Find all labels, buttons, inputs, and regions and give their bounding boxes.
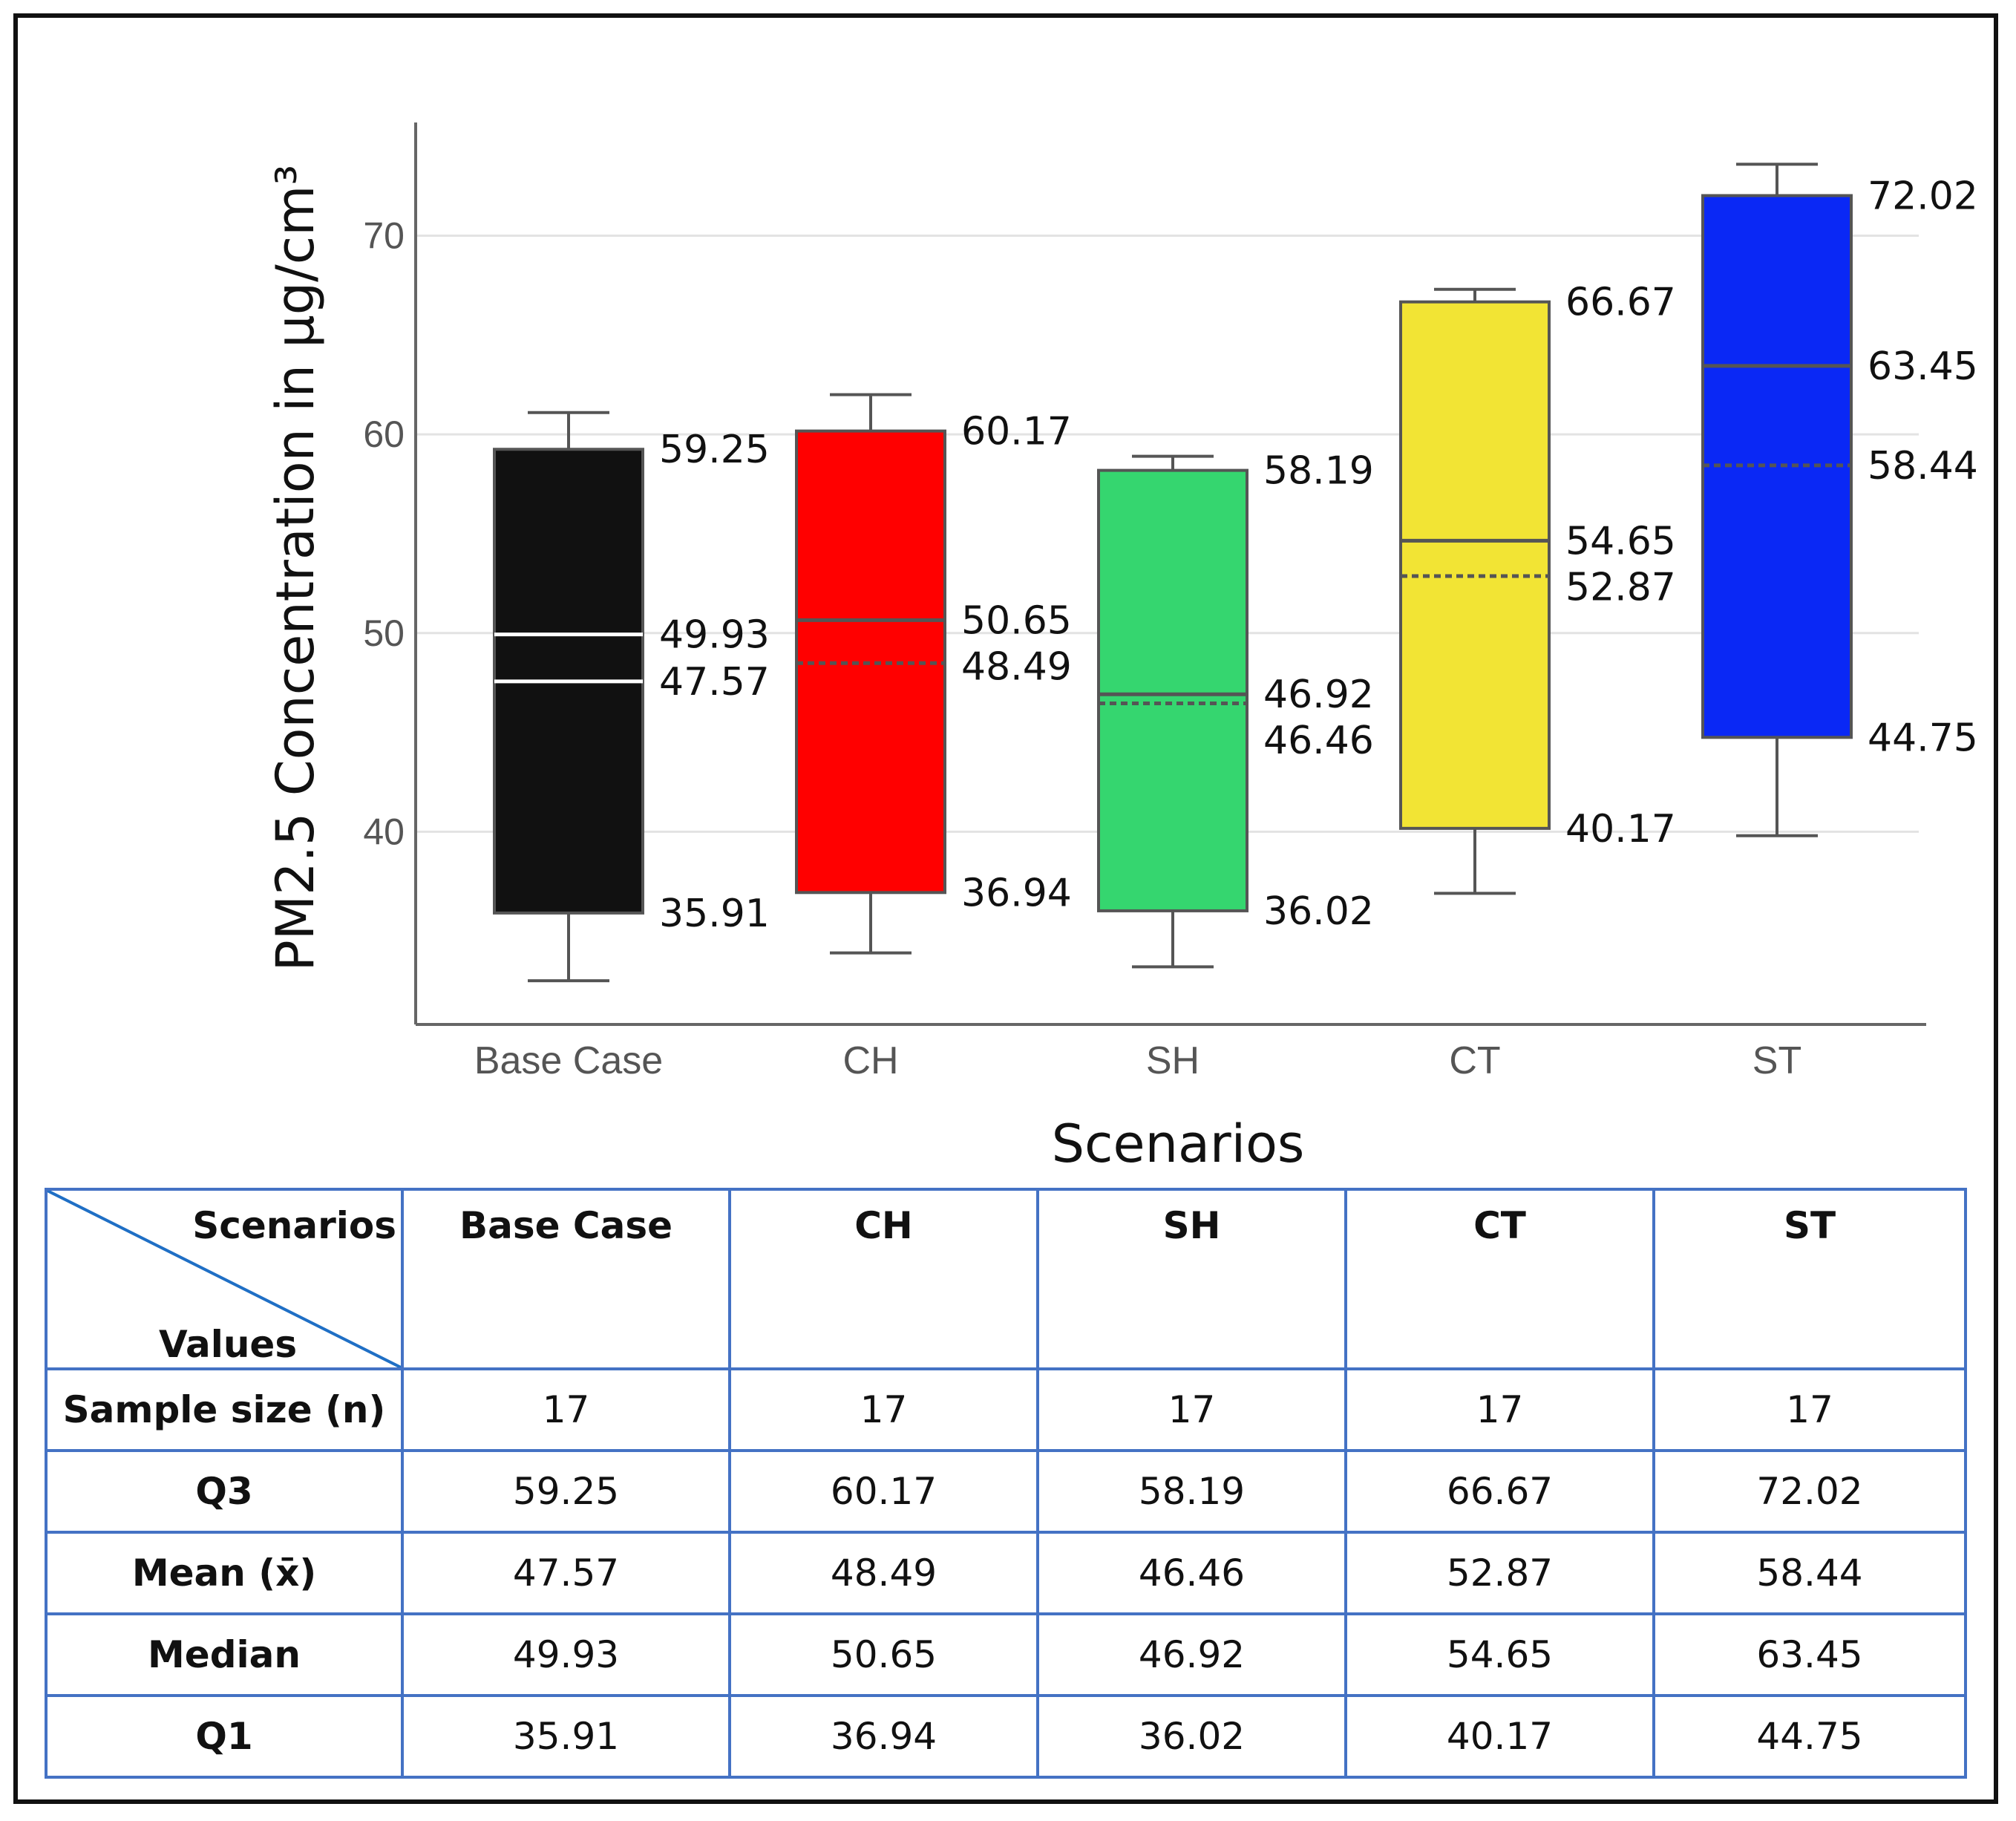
table-cell: 46.92 <box>1036 1612 1347 1697</box>
table-cell: 46.46 <box>1036 1531 1347 1615</box>
x-category-label: CT <box>1449 1039 1500 1082</box>
table-column-header: CT <box>1344 1188 1655 1370</box>
value-label-mean: 46.46 <box>1263 719 1374 763</box>
table-cell: 49.93 <box>401 1612 731 1697</box>
y-tick-labels: 40 50 60 70 <box>363 215 405 853</box>
value-label-q3: 59.25 <box>659 428 770 472</box>
table-column-header: Base Case <box>401 1188 731 1370</box>
table-cell: 50.65 <box>728 1612 1039 1697</box>
corner-bottom-label: Values <box>159 1323 298 1366</box>
x-axis-title: Scenarios <box>1052 1114 1305 1174</box>
x-category-label: Base Case <box>474 1039 663 1082</box>
table-cell: 17 <box>1344 1367 1655 1452</box>
table-cell: 59.25 <box>401 1449 731 1534</box>
y-tick-label: 70 <box>363 215 405 257</box>
table-cell: 40.17 <box>1344 1694 1655 1779</box>
value-label-q3: 58.19 <box>1263 449 1374 494</box>
table-cell: 47.57 <box>401 1531 731 1615</box>
value-label-q1: 44.75 <box>1868 716 1978 760</box>
table-column-header: SH <box>1036 1188 1347 1370</box>
axes <box>414 122 1926 1026</box>
table-row-label: Sample size (n) <box>45 1367 404 1452</box>
table-cell: 17 <box>401 1367 731 1452</box>
value-label-q3: 72.02 <box>1868 174 1978 218</box>
value-label-median: 63.45 <box>1868 344 1978 389</box>
y-tick-label: 40 <box>363 811 405 852</box>
table-cell: 17 <box>1036 1367 1347 1452</box>
table-row-label: Q3 <box>45 1449 404 1534</box>
table-column-header: ST <box>1652 1188 1967 1370</box>
table-cell: 54.65 <box>1344 1612 1655 1697</box>
table-row: Mean (x̄) 47.57 48.49 46.46 52.87 58.44 <box>45 1531 1967 1615</box>
table-row: Median 49.93 50.65 46.92 54.65 63.45 <box>45 1612 1967 1697</box>
value-label-q1: 40.17 <box>1565 807 1676 851</box>
x-category-label: CH <box>842 1039 898 1082</box>
value-label-q3: 66.67 <box>1565 281 1676 325</box>
y-tick-label: 50 <box>363 612 405 654</box>
value-label-q1: 36.94 <box>961 871 1072 915</box>
corner-top-label: Scenarios <box>192 1204 396 1247</box>
x-category-labels: Base Case CH SH CT ST <box>474 1039 1801 1082</box>
value-label-mean: 48.49 <box>961 644 1072 689</box>
x-category-label: ST <box>1752 1039 1801 1082</box>
table-row-label: Q1 <box>45 1694 404 1779</box>
table-cell: 35.91 <box>401 1694 731 1779</box>
table-cell: 58.44 <box>1652 1531 1967 1615</box>
table-cell: 17 <box>1652 1367 1967 1452</box>
table-cell: 44.75 <box>1652 1694 1967 1779</box>
table-row: Sample size (n) 17 17 17 17 17 <box>45 1367 1967 1452</box>
value-label-q3: 60.17 <box>961 410 1072 454</box>
value-label-median: 50.65 <box>961 598 1072 643</box>
table-cell: 58.19 <box>1036 1449 1347 1534</box>
corner-diagonal <box>48 1191 401 1367</box>
table-cell: 36.02 <box>1036 1694 1347 1779</box>
value-label-mean: 58.44 <box>1868 444 1978 488</box>
table-cell: 66.67 <box>1344 1449 1655 1534</box>
table-cell: 48.49 <box>728 1531 1039 1615</box>
iqr-box <box>1097 468 1248 912</box>
y-tick-label: 60 <box>363 413 405 455</box>
x-category-label: SH <box>1146 1039 1200 1082</box>
table-cell: 63.45 <box>1652 1612 1967 1697</box>
table-cell: 52.87 <box>1344 1531 1655 1615</box>
value-label-q1: 36.02 <box>1263 889 1374 934</box>
value-label-median: 46.92 <box>1263 673 1374 717</box>
table-cell: 36.94 <box>728 1694 1039 1779</box>
value-label-mean: 47.57 <box>659 660 770 704</box>
value-label-q1: 35.91 <box>659 892 770 936</box>
table-row-label: Mean (x̄) <box>45 1531 404 1615</box>
table-corner-cell: Scenarios Values <box>45 1188 404 1370</box>
table-row: Q1 35.91 36.94 36.02 40.17 44.75 <box>45 1694 1967 1779</box>
value-label-median: 49.93 <box>659 613 770 658</box>
table-cell: 60.17 <box>728 1449 1039 1534</box>
y-axis-title: PM2.5 Concentration in μg/cm³ <box>265 165 326 972</box>
table-row-label: Median <box>45 1612 404 1697</box>
value-label-mean: 52.87 <box>1565 565 1676 609</box>
table-header-row: Scenarios Values Base Case CH SH CT ST <box>45 1188 1967 1370</box>
table-row: Q3 59.25 60.17 58.19 66.67 72.02 <box>45 1449 1967 1534</box>
table-body: Sample size (n) 17 17 17 17 17 Q3 59.25 60.17 58.… <box>45 1367 1967 1779</box>
iqr-box <box>1399 300 1551 830</box>
table-column-header: CH <box>728 1188 1039 1370</box>
table-cell: 72.02 <box>1652 1449 1967 1534</box>
table-cell: 17 <box>728 1367 1039 1452</box>
value-label-median: 54.65 <box>1565 519 1676 563</box>
box-st: 72.02 63.45 58.44 44.75 <box>1701 163 1978 837</box>
summary-table: Scenarios Values Base Case CH SH CT ST Sampl… <box>45 1188 1967 1779</box>
